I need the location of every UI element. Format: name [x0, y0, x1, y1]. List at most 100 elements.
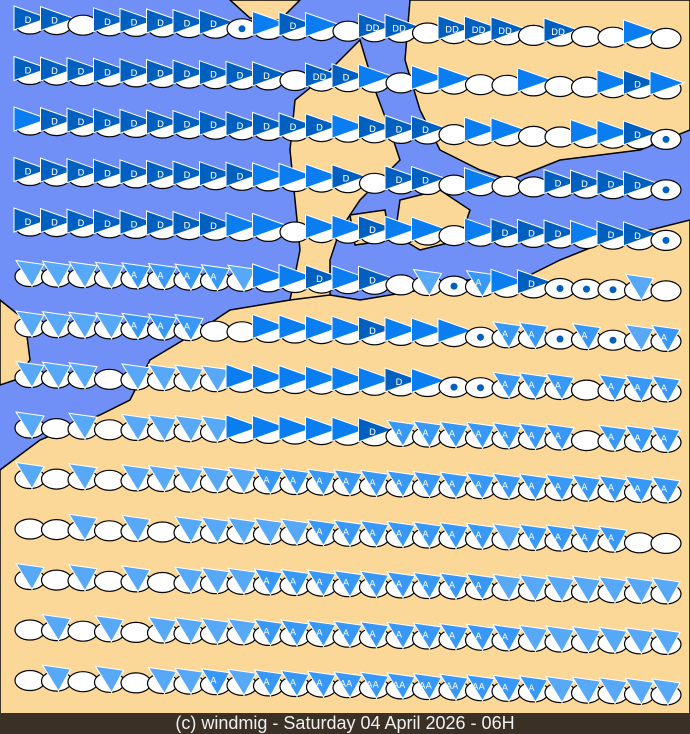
wind-symbol [40, 468, 73, 490]
wind-symbol [40, 361, 73, 390]
wind-symbol: A [120, 312, 152, 341]
wind-symbol [544, 328, 576, 350]
drop-icon [477, 384, 484, 392]
wind-symbol [305, 213, 342, 244]
wind-symbol [14, 518, 46, 540]
wind-symbol: A [517, 422, 550, 451]
wind-symbol: A [438, 572, 470, 601]
wind-symbol-label: D [237, 172, 244, 182]
wind-symbol: D [199, 59, 236, 90]
wind-symbol-label: D [104, 68, 111, 78]
wind-symbol: A [464, 573, 497, 601]
wind-symbol [67, 311, 99, 340]
wind-symbol-label: A [184, 272, 191, 282]
wind-symbol [331, 315, 368, 345]
wind-symbol-label: D [237, 122, 244, 132]
wind-symbol [93, 419, 126, 441]
wind-symbol-label: A [502, 380, 509, 390]
wind-symbol-label: D [422, 177, 429, 187]
wind-symbol-label: D [78, 169, 85, 179]
wind-symbol [40, 260, 73, 289]
wind-symbol-label: D [608, 231, 615, 241]
wind-symbol: A [464, 472, 497, 500]
wind-symbol-label: A [316, 629, 323, 639]
wind-symbol [411, 64, 448, 95]
wind-symbol-label: A [343, 528, 350, 538]
drop-icon [556, 285, 564, 292]
wind-symbol [67, 463, 99, 491]
wind-symbol-label: A [343, 478, 350, 488]
wind-symbol: A [623, 425, 656, 453]
wind-symbol [146, 521, 179, 543]
wind-symbol [491, 573, 523, 602]
wind-symbol-label: D [78, 118, 85, 128]
wind-symbol [650, 532, 682, 555]
wind-symbol [199, 617, 232, 646]
wind-symbol-label: A [449, 480, 456, 490]
wind-symbol: D [66, 208, 103, 238]
wind-symbol: A [332, 570, 364, 598]
wind-symbol [40, 518, 73, 541]
wind-symbol [146, 571, 179, 594]
wind-symbol: A [570, 524, 603, 553]
wind-symbol [93, 261, 126, 290]
wind-symbol: A [305, 468, 338, 497]
wind-symbol-label: D [369, 125, 376, 135]
wind-symbol-label: A [290, 679, 297, 689]
wind-symbol [491, 523, 523, 551]
wind-symbol: A [385, 621, 417, 650]
wind-symbol-label: AA [419, 682, 432, 692]
wind-symbol [67, 620, 99, 642]
wind-symbol [93, 469, 126, 491]
wind-symbol: A [517, 473, 550, 501]
wind-symbol [14, 310, 46, 338]
wind-symbol-label: D [369, 327, 376, 337]
wind-symbol: A [279, 619, 311, 647]
wind-symbol: A [597, 424, 629, 453]
wind-symbol: D [384, 114, 421, 144]
wind-symbol [173, 465, 205, 494]
wind-symbol [544, 75, 576, 98]
wind-symbol: D [119, 108, 156, 139]
wind-symbol-label: D [25, 168, 32, 178]
wind-symbol-label: A [475, 582, 482, 592]
wind-symbol: A [438, 521, 470, 550]
wind-symbol: D [172, 210, 209, 241]
wind-symbol-label: D [25, 16, 32, 26]
wind-symbol: A [411, 420, 444, 448]
wind-symbol [93, 368, 126, 390]
wind-symbol-label: D [104, 119, 111, 129]
wind-symbol-label: DD [366, 24, 380, 34]
wind-symbol: D [252, 61, 289, 91]
wind-symbol-label: A [210, 273, 217, 283]
wind-symbol [544, 574, 576, 603]
wind-symbol: D [66, 157, 103, 188]
wind-symbol [173, 667, 205, 696]
wind-symbol: A [650, 425, 682, 454]
wind-symbol [146, 414, 179, 442]
wind-symbol: A [544, 473, 576, 502]
wind-symbol-label: D [157, 70, 164, 80]
wind-symbol-label: DD [551, 28, 565, 38]
wind-symbol-label: A [449, 531, 456, 541]
wind-symbol: A [544, 423, 576, 451]
wind-symbol: D [199, 160, 236, 191]
wind-symbol-label: A [422, 530, 429, 540]
wind-symbol [623, 576, 656, 605]
wind-symbol-label: A [449, 581, 456, 591]
wind-symbol-label: D [51, 118, 58, 128]
wind-symbol [491, 175, 523, 197]
wind-symbol: A [199, 668, 232, 696]
wind-symbol [93, 665, 126, 694]
wind-symbol-label: A [581, 483, 588, 493]
wind-symbol-label: A [422, 631, 429, 641]
wind-symbol: A [305, 619, 338, 648]
wind-symbol: A [146, 262, 179, 291]
wind-symbol [93, 570, 126, 592]
wind-symbol: D [358, 316, 395, 346]
wind-symbol [14, 562, 46, 591]
wind-symbol [358, 63, 395, 93]
wind-symbol [623, 532, 656, 554]
wind-symbol: A [199, 264, 232, 292]
